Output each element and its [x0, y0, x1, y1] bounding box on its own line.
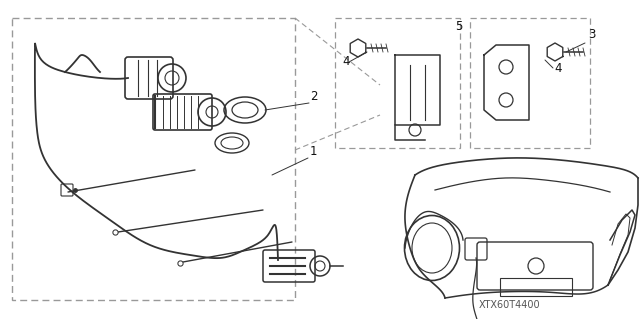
Text: 4: 4 — [554, 62, 561, 75]
Text: 3: 3 — [588, 28, 595, 41]
Text: 5: 5 — [455, 20, 462, 33]
Text: 1: 1 — [310, 145, 317, 158]
Bar — [470, 18, 590, 148]
Text: XTX60T4400: XTX60T4400 — [479, 300, 541, 310]
Text: 2: 2 — [310, 90, 317, 103]
Bar — [500, 278, 572, 296]
Text: 4: 4 — [342, 55, 349, 68]
Bar — [335, 18, 460, 148]
Bar — [12, 18, 295, 300]
